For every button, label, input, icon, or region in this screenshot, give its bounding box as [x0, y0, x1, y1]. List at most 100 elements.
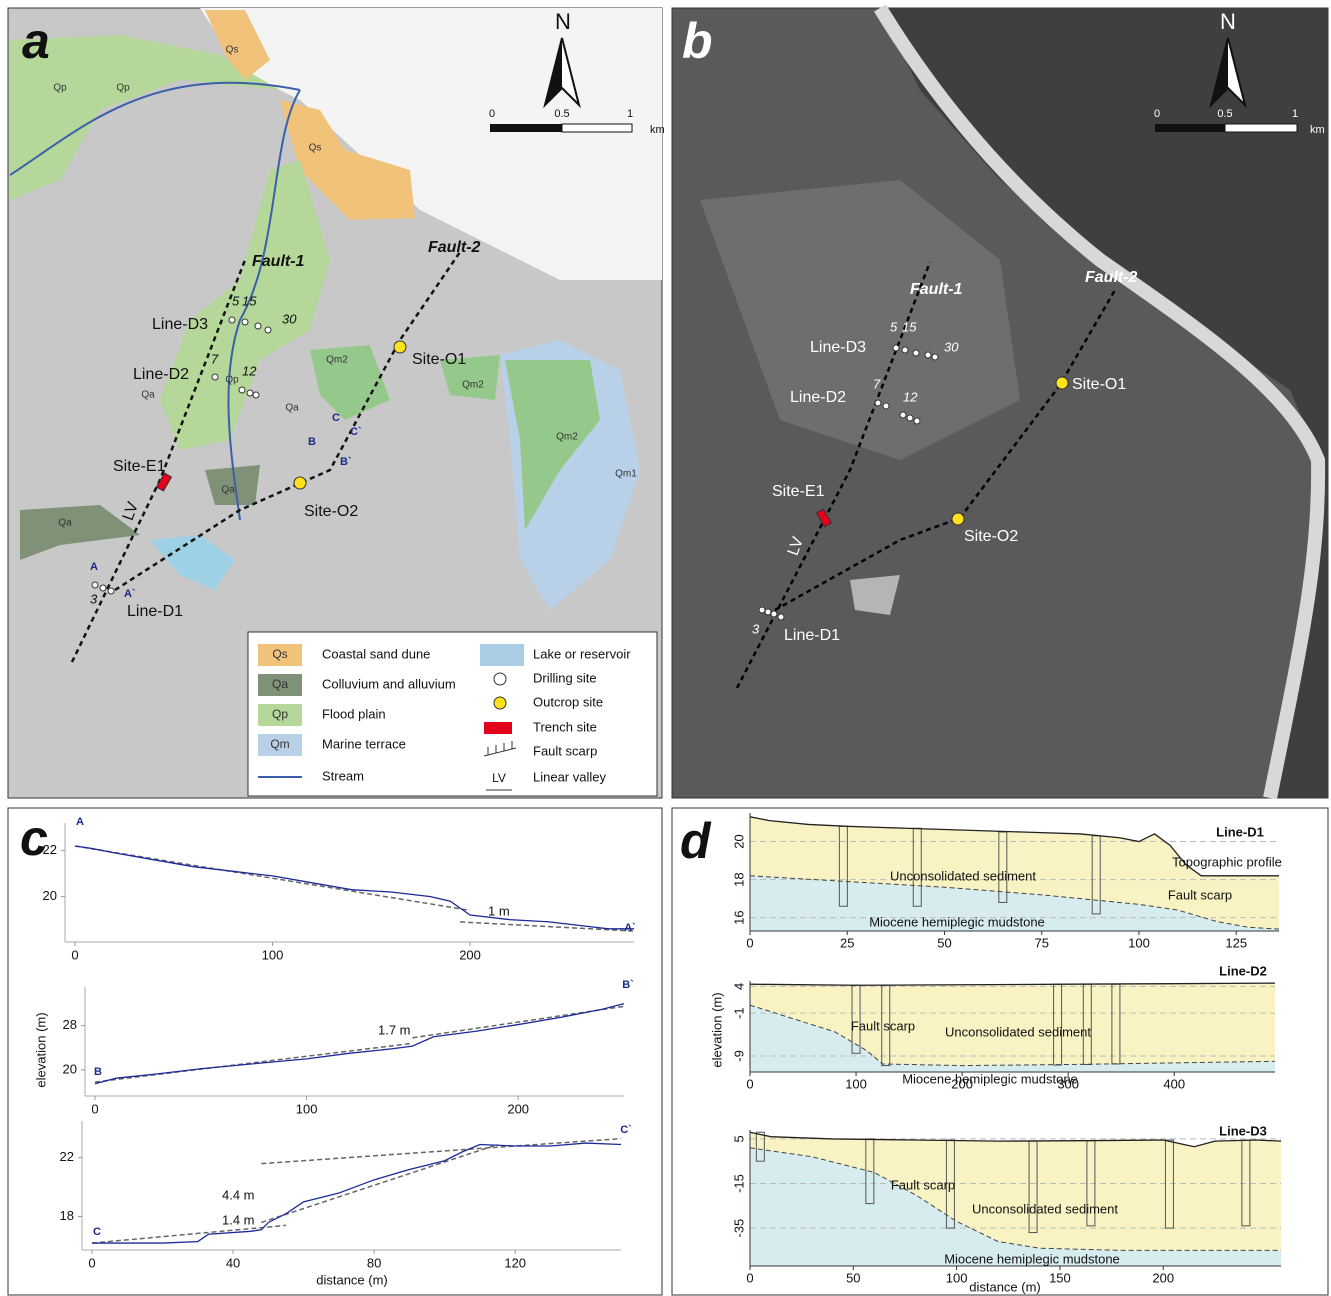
y-axis-label: elevation (m) [33, 1012, 48, 1087]
scale-label: 0 [489, 108, 495, 120]
line-label: Line-D1 [127, 603, 183, 620]
section-label: A [76, 816, 84, 828]
site-label: Site-O1 [412, 351, 466, 368]
north: N [555, 9, 571, 34]
profile-label: Fault scarp [851, 1018, 915, 1033]
x-tick-label: 0 [746, 1076, 753, 1091]
scale-label: 0.5 [554, 108, 569, 120]
x-tick-label: 0 [71, 947, 78, 962]
section-label: B [94, 1066, 102, 1078]
offset-label: 1 m [488, 903, 510, 918]
depth-label: 15 [902, 319, 917, 334]
depth-label: 30 [282, 311, 297, 326]
x-tick-label: 75 [1034, 935, 1048, 950]
y-tick-label: 28 [63, 1017, 77, 1032]
scale-bar [490, 124, 562, 132]
depth-label: 5 [232, 293, 240, 308]
legend-code: Qm [270, 737, 289, 751]
y-tick-label: 5 [731, 1135, 746, 1142]
y-tick-label: 22 [60, 1149, 74, 1164]
fault-label: Fault-2 [1085, 269, 1138, 286]
x-tick-label: 100 [296, 1101, 318, 1116]
unit-label: Qa [285, 403, 299, 414]
section-label: C [332, 412, 340, 424]
unit-label: Qp [116, 83, 130, 94]
x-tick-label: 0 [746, 1270, 753, 1285]
depth-label: 12 [903, 389, 918, 404]
offset-label: 4.4 m [222, 1187, 255, 1202]
profile-label: Unconsolidated sediment [945, 1024, 1091, 1039]
offset-label: 1.7 m [378, 1022, 411, 1037]
line-name: Line-D2 [1219, 963, 1267, 978]
unit-label: Qm2 [326, 355, 348, 366]
depth-label: 3 [752, 621, 760, 636]
legend-text: Flood plain [322, 706, 386, 721]
y-axis-label: elevation (m) [709, 992, 724, 1067]
x-tick-label: 125 [1225, 935, 1247, 950]
profile-label: Miocene hemiplegic mudstone [869, 914, 1045, 929]
x-axis-label: distance (m) [969, 1279, 1041, 1294]
x-tick-label: 100 [845, 1076, 867, 1091]
figure: a N 0 0.5 1 km Qs Qs Qp Qp Qp Qa Qa Qa Q… [0, 0, 1331, 1296]
section-label: B [308, 436, 316, 448]
profile-label: Fault scarp [1168, 887, 1232, 902]
scale-label: 1 [627, 108, 633, 120]
x-tick-label: 200 [1152, 1270, 1174, 1285]
legend-code: LV [492, 771, 506, 785]
outcrop-site [1056, 377, 1068, 389]
frame-c [8, 808, 662, 1295]
depth-label: 5 [890, 319, 898, 334]
site-label: Site-E1 [772, 483, 825, 500]
scale-bar [562, 124, 632, 132]
unit-label: Qs [226, 45, 239, 56]
x-tick-label: 200 [459, 947, 481, 962]
y-tick-label: -9 [731, 1050, 746, 1062]
depth-label: 30 [944, 339, 959, 354]
y-tick-label: 20 [63, 1061, 77, 1076]
unit-label: Qp [225, 375, 239, 386]
scale-label: 0 [1154, 108, 1160, 120]
depth-label: 7 [211, 351, 219, 366]
x-tick-label: 80 [367, 1255, 381, 1270]
site-label: Site-O1 [1072, 376, 1126, 393]
y-tick-label: 4 [731, 983, 746, 990]
legend-text: Lake or reservoir [533, 646, 631, 661]
section-label: B` [622, 979, 634, 991]
unit-label: Qm2 [462, 380, 484, 391]
section-label: A` [624, 922, 636, 934]
x-axis-label: distance (m) [316, 1272, 388, 1287]
depth-label: 3 [90, 591, 98, 606]
y-tick-label: 22 [43, 842, 57, 857]
section-label: A [90, 561, 98, 573]
legend-text: Marine terrace [322, 736, 406, 751]
fault-label: Fault-2 [428, 239, 481, 256]
y-tick-label: 16 [731, 910, 746, 924]
line-label: Line-D3 [810, 339, 866, 356]
x-tick-label: 150 [1049, 1270, 1071, 1285]
legend: Qs Qa Qp Qm Coastal sand dune Colluvium … [248, 632, 657, 796]
x-tick-label: 100 [1128, 935, 1150, 950]
site-label: Site-O2 [964, 528, 1018, 545]
x-tick-label: 50 [846, 1270, 860, 1285]
line-label: Line-D2 [790, 389, 846, 406]
legend-text: Linear valley [533, 769, 606, 784]
y-tick-label: 18 [60, 1208, 74, 1223]
section-label: B` [340, 456, 352, 468]
unit-label: Qm1 [615, 469, 637, 480]
legend-text: Colluvium and alluvium [322, 676, 456, 691]
x-tick-label: 120 [504, 1255, 526, 1270]
scale-label: 1 [1292, 108, 1298, 120]
line-name: Line-D3 [1219, 1123, 1267, 1138]
unit-label: Qm2 [556, 432, 578, 443]
legend-code: Qa [272, 677, 288, 691]
x-tick-label: 0 [91, 1101, 98, 1116]
scale-bar [1225, 124, 1297, 132]
outcrop-site [394, 341, 406, 353]
legend-code: Qs [272, 647, 287, 661]
x-tick-label: 40 [226, 1255, 240, 1270]
panel-label: b [682, 13, 713, 69]
outcrop-site [294, 477, 306, 489]
y-tick-label: -1 [731, 1007, 746, 1019]
unit-label: Qa [58, 518, 72, 529]
section-label: A` [124, 588, 136, 600]
